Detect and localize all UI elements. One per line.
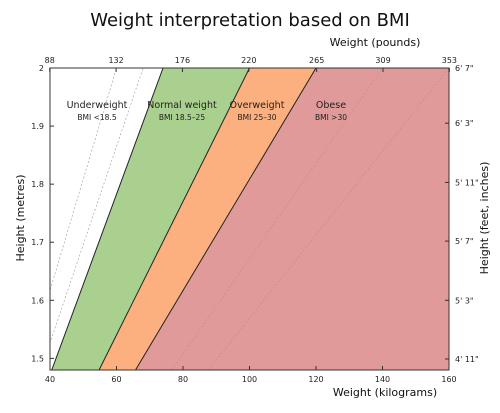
y2-tick-label: 4' 11" bbox=[455, 355, 479, 364]
x2-tick-label: 220 bbox=[241, 56, 256, 65]
x-tick-label: 160 bbox=[441, 375, 456, 384]
left-axis-title: Height (metres) bbox=[14, 174, 27, 261]
bmi-guide-line bbox=[171, 68, 383, 370]
y-tick-label: 1.8 bbox=[31, 180, 44, 189]
y-tick-label: 1.7 bbox=[31, 238, 44, 247]
region-range-label: BMI 18.5–25 bbox=[159, 113, 205, 122]
x-tick-label: 60 bbox=[111, 375, 121, 384]
top-axis-title: Weight (pounds) bbox=[330, 36, 421, 49]
region-range-label: BMI <18.5 bbox=[77, 113, 116, 122]
x-tick-label: 120 bbox=[308, 375, 323, 384]
region-label: Obese bbox=[316, 100, 346, 111]
region-obese bbox=[135, 68, 449, 370]
region-range-label: BMI >30 bbox=[315, 113, 347, 122]
y-tick-label: 2 bbox=[39, 64, 44, 73]
region-overweight bbox=[99, 68, 317, 370]
x2-tick-label: 132 bbox=[108, 56, 123, 65]
y2-tick-label: 5' 7" bbox=[455, 237, 474, 246]
y2-tick-label: 5' 3" bbox=[455, 296, 474, 305]
y2-tick-label: 5' 11" bbox=[455, 178, 479, 187]
x2-tick-label: 265 bbox=[309, 56, 324, 65]
bmi-boundary-line bbox=[98, 68, 250, 370]
chart-title: Weight interpretation based on BMI bbox=[90, 10, 410, 31]
bmi-guide-line bbox=[208, 68, 449, 370]
x-tick-label: 140 bbox=[375, 375, 390, 384]
bmi-boundary-line bbox=[51, 68, 164, 370]
x2-tick-label: 88 bbox=[45, 56, 55, 65]
x2-tick-label: 176 bbox=[175, 56, 190, 65]
y-tick-label: 1.6 bbox=[31, 296, 44, 305]
region-range-label: BMI 25–30 bbox=[237, 113, 276, 122]
plot-area: 40 60 80 100 120 140 160 88 132 176 220 265 309 353 1.… bbox=[31, 56, 479, 384]
bmi-guide-line bbox=[50, 68, 144, 344]
y2-tick-label: 6' 7" bbox=[455, 64, 474, 73]
x-tick-label: 100 bbox=[242, 375, 257, 384]
x-tick-label: 40 bbox=[45, 375, 55, 384]
bottom-axis-title: Weight (kilograms) bbox=[333, 386, 437, 399]
regions bbox=[50, 68, 449, 370]
x2-tick-label: 309 bbox=[375, 56, 390, 65]
y2-tick-label: 6' 3" bbox=[455, 119, 474, 128]
bmi-boundary-line bbox=[135, 68, 317, 370]
y-tick-label: 1.9 bbox=[31, 122, 44, 131]
y-tick-label: 1.5 bbox=[31, 354, 44, 363]
bmi-guide-line bbox=[50, 68, 117, 292]
x-tick-label: 80 bbox=[178, 375, 188, 384]
region-label: Normal weight bbox=[147, 100, 217, 111]
region-label: Overweight bbox=[230, 100, 285, 111]
region-label: Underweight bbox=[67, 100, 128, 111]
bmi-lines bbox=[50, 68, 449, 370]
right-axis-title: Height (feet, inches) bbox=[478, 162, 491, 275]
x2-tick-label: 353 bbox=[442, 56, 457, 65]
region-normal-weight bbox=[51, 68, 250, 370]
